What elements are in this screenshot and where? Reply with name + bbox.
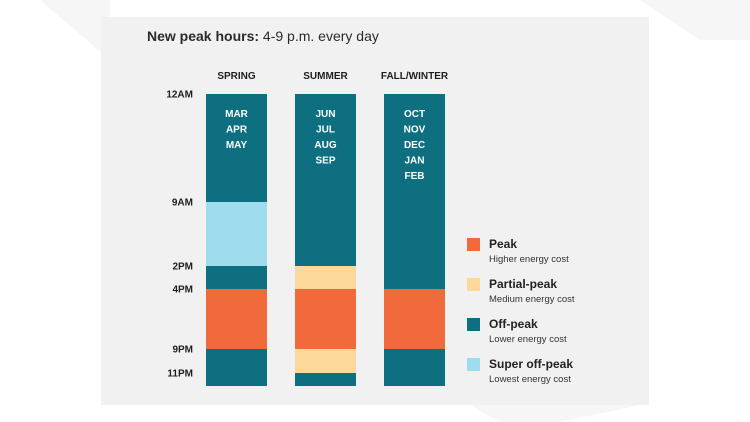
chart-card — [101, 17, 649, 405]
segment-summer-off-peak-0 — [295, 94, 356, 266]
segment-spring-super-off_peak-1 — [206, 202, 267, 266]
legend-desc-peak: Higher energy cost — [489, 254, 569, 265]
segment-fall-winter-peak-1 — [384, 289, 445, 349]
column-header-fall-winter: FALL/WINTER — [381, 71, 449, 82]
segment-spring-off-peak-4 — [206, 349, 267, 386]
month-label-mar: MAR — [225, 109, 249, 120]
month-label-dec: DEC — [404, 140, 425, 151]
month-label-nov: NOV — [404, 125, 426, 136]
segment-summer-partial-peak-1 — [295, 266, 356, 289]
chart-title: New peak hours: 4-9 p.m. every day — [147, 28, 379, 44]
legend-swatch-super-off_peak — [467, 358, 480, 371]
legend-swatch-off-peak — [467, 318, 480, 331]
time-tick-9pm: 9PM — [172, 345, 193, 356]
legend-name-partial-peak: Partial-peak — [489, 277, 557, 291]
legend-name-off-peak: Off-peak — [489, 317, 538, 331]
chart-title-bold: New peak hours: — [147, 28, 260, 44]
chart-title-rest: 4-9 p.m. every day — [259, 28, 379, 44]
segment-summer-off-peak-4 — [295, 373, 356, 386]
time-tick-4pm: 4PM — [172, 285, 193, 296]
month-label-oct: OCT — [404, 109, 425, 120]
segment-summer-peak-2 — [295, 289, 356, 349]
month-label-apr: APR — [226, 125, 248, 136]
legend-desc-off-peak: Lower energy cost — [489, 334, 567, 345]
legend-desc-partial-peak: Medium energy cost — [489, 294, 575, 305]
legend-name-super-off_peak: Super off-peak — [489, 357, 573, 371]
segment-spring-off-peak-0 — [206, 94, 267, 202]
month-label-feb: FEB — [405, 171, 425, 182]
legend-desc-super-off_peak: Lowest energy cost — [489, 374, 571, 385]
time-tick-9am: 9AM — [172, 198, 193, 209]
time-tick-2pm: 2PM — [172, 262, 193, 273]
segment-fall-winter-off-peak-0 — [384, 94, 445, 289]
month-label-sep: SEP — [315, 156, 335, 167]
legend-swatch-peak — [467, 238, 480, 251]
column-header-spring: SPRING — [217, 71, 256, 82]
legend-swatch-partial-peak — [467, 278, 480, 291]
column-header-summer: SUMMER — [303, 71, 348, 82]
segment-fall-winter-off-peak-2 — [384, 349, 445, 386]
month-label-jan: JAN — [404, 156, 424, 167]
month-label-may: MAY — [226, 140, 248, 151]
time-tick-12am: 12AM — [166, 90, 193, 101]
segment-spring-off-peak-2 — [206, 266, 267, 289]
segment-summer-partial-peak-3 — [295, 349, 356, 373]
month-label-aug: AUG — [314, 140, 336, 151]
month-label-jul: JUL — [316, 125, 335, 136]
month-label-jun: JUN — [315, 109, 335, 120]
legend-name-peak: Peak — [489, 237, 517, 251]
time-tick-11pm: 11PM — [167, 369, 193, 380]
segment-spring-peak-3 — [206, 289, 267, 349]
